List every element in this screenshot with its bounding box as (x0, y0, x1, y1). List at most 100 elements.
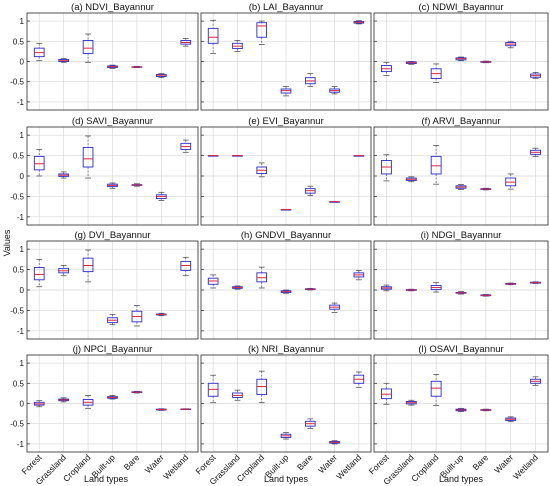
box-bare (304, 185, 316, 197)
panel: (e) EVI_Bayannur (200, 116, 372, 226)
panel: (c) NDWI_Bayannur (373, 2, 549, 111)
box-bare (480, 408, 492, 412)
box-grassland (405, 176, 417, 183)
panel: (a) NDVI_Bayannur 1 0.5 0 -0.5 -1 (10, 2, 199, 111)
box-forest (381, 382, 392, 405)
panel: (d) SAVI_Bayannur 1 0.5 0 -0.5 -1 (10, 116, 199, 226)
y-tick-label: -0.5 (10, 78, 24, 87)
box-bare (304, 287, 316, 291)
box-built-up (280, 208, 292, 211)
box-grassland (232, 155, 243, 157)
x-tick-label: Wetland (161, 452, 190, 481)
box-forest (33, 149, 45, 177)
box-water (329, 86, 340, 95)
box-water (505, 40, 517, 49)
panel-title: (a) NDVI_Bayannur (71, 2, 154, 13)
y-tick-label: 0.5 (13, 37, 25, 46)
y-tick-label: 0.5 (13, 152, 25, 161)
y-tick-label: 1 (20, 245, 25, 254)
box-wetland (353, 371, 365, 388)
box-built-up (455, 407, 467, 412)
box-built-up (280, 289, 292, 294)
box-cropland (82, 33, 94, 63)
iqr-box (430, 155, 442, 175)
y-tick-label: 1 (20, 17, 25, 26)
box-forest (381, 284, 392, 292)
iqr-box (256, 22, 268, 38)
box-forest (207, 374, 219, 404)
box-cropland (256, 162, 268, 178)
box-wetland (530, 72, 541, 79)
panel: (f) ARVI_Bayannur (373, 116, 549, 226)
box-bare (304, 418, 316, 429)
panel: (h) GNDVI_Bayannur (200, 230, 372, 340)
panel-title: (h) GNDVI_Bayannur (241, 230, 331, 241)
box-grassland (405, 399, 417, 406)
box-bare (131, 305, 143, 327)
y-tick-label: 0 (20, 400, 25, 409)
box-grassland (58, 171, 69, 179)
x-tick-label: Bare (122, 452, 142, 472)
y-tick-label: -1 (17, 440, 25, 449)
y-tick-label: -0.5 (10, 306, 24, 315)
iqr-box (82, 257, 94, 273)
panel-title: (e) EVI_Bayannur (248, 116, 324, 127)
y-tick-label: 0 (20, 58, 25, 67)
box-bare (131, 390, 143, 394)
panel-title: (k) NRI_Bayannur (248, 344, 324, 355)
iqr-box (82, 146, 94, 168)
iqr-box (82, 40, 94, 54)
box-built-up (107, 395, 118, 400)
y-tick-label: 0 (20, 286, 25, 295)
box-wetland (353, 155, 365, 157)
x-tick-label: Cropland (235, 452, 267, 484)
x-tick-label: Bare (470, 452, 490, 472)
panel: (k) NRI_BayannurForestGrasslandCroplandB… (193, 344, 372, 486)
box-forest (207, 155, 219, 157)
panel-title: (i) NDGI_Bayannur (421, 230, 502, 241)
iqr-box (430, 380, 442, 397)
box-water (156, 312, 167, 317)
box-bare (480, 294, 492, 297)
box-wetland (180, 256, 192, 277)
box-water (329, 302, 340, 313)
box-built-up (280, 432, 292, 440)
box-bare (480, 60, 492, 64)
box-forest (381, 61, 392, 77)
box-built-up (107, 314, 118, 326)
box-built-up (107, 64, 118, 69)
box-grassland (232, 285, 243, 290)
y-tick-label: 0 (20, 172, 25, 181)
panel: (j) NPCI_Bayannur10.50-0.5-1ForestGrassl… (10, 344, 199, 486)
box-built-up (455, 56, 467, 62)
box-wetland (353, 20, 365, 25)
panel: (g) DVI_Bayannur 1 0.5 0 -0.5 -1 (10, 230, 199, 340)
box-water (505, 173, 517, 190)
box-forest (33, 258, 45, 288)
y-tick-label: -0.5 (10, 420, 24, 429)
y-tick-label: -1 (17, 98, 25, 107)
box-cropland (82, 135, 94, 179)
box-bare (304, 73, 316, 87)
x-tick-label: Wetland (511, 452, 540, 481)
iqr-box (207, 27, 219, 44)
box-grassland (405, 288, 417, 292)
panel: (i) NDGI_Bayannur (373, 230, 549, 340)
box-water (505, 416, 517, 423)
box-built-up (280, 86, 292, 97)
panel: (b) LAI_Bayannur (200, 2, 372, 111)
box-bare (131, 183, 143, 187)
box-forest (381, 154, 392, 182)
box-wetland (353, 269, 365, 281)
box-grassland (58, 58, 69, 63)
y-tick-label: -1 (17, 327, 25, 336)
box-cropland (430, 144, 442, 185)
panel-title: (g) DVI_Bayannur (74, 230, 150, 241)
iqr-box (33, 267, 45, 281)
box-forest (207, 274, 219, 289)
box-cropland (256, 266, 268, 289)
x-axis-label-col2: Land types (264, 474, 309, 484)
box-grassland (232, 389, 243, 401)
panel-title: (d) SAVI_Bayannur (72, 116, 153, 127)
